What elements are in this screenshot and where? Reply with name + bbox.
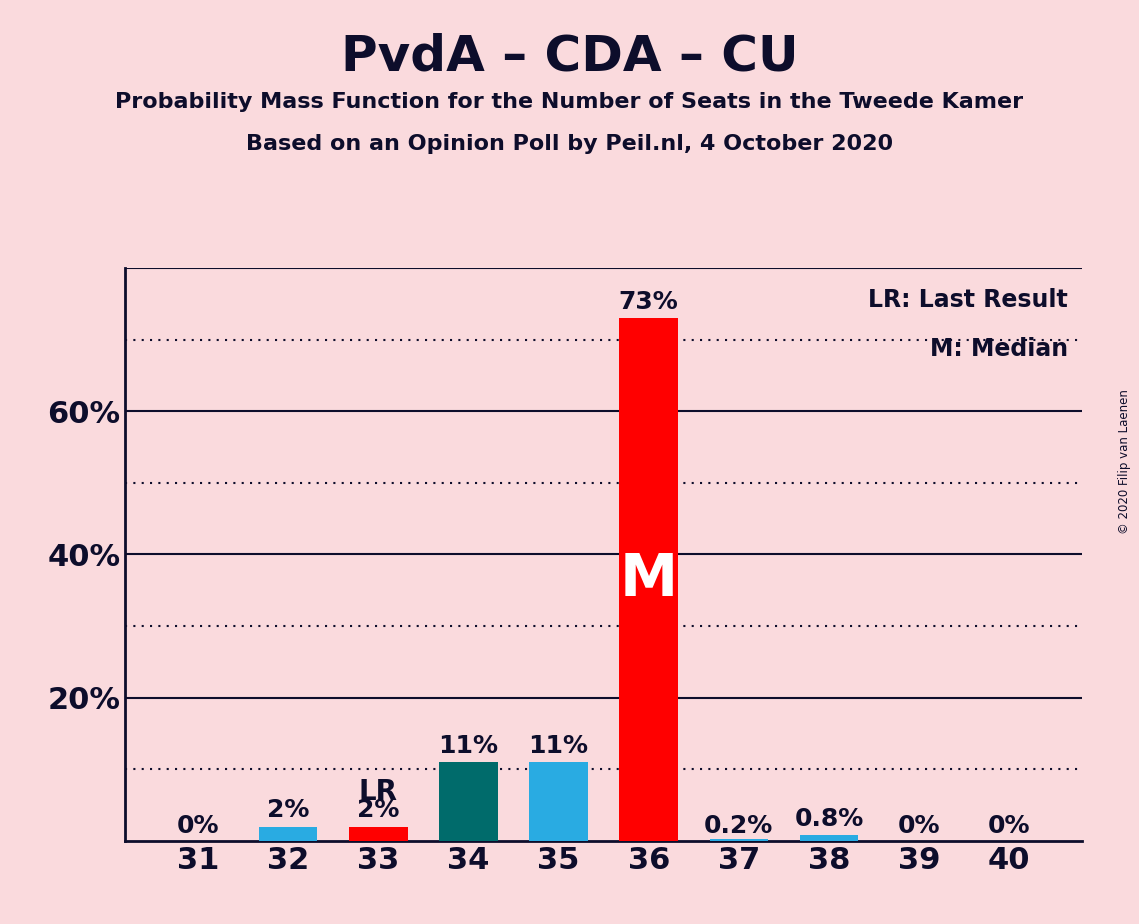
Text: 0%: 0% <box>988 814 1031 838</box>
Text: PvdA – CDA – CU: PvdA – CDA – CU <box>341 32 798 80</box>
Bar <box>440 762 498 841</box>
Text: M: M <box>620 551 678 608</box>
Text: LR: Last Result: LR: Last Result <box>868 288 1067 312</box>
Text: 0.8%: 0.8% <box>794 807 863 831</box>
Text: LR: LR <box>359 778 398 807</box>
Text: 0%: 0% <box>177 814 220 838</box>
Text: 0%: 0% <box>898 814 941 838</box>
Text: 2%: 2% <box>267 798 310 822</box>
Text: 11%: 11% <box>439 734 499 758</box>
Bar <box>530 762 588 841</box>
Bar <box>710 839 768 841</box>
Text: 2%: 2% <box>358 798 400 822</box>
Bar <box>259 826 318 841</box>
Text: © 2020 Filip van Laenen: © 2020 Filip van Laenen <box>1118 390 1131 534</box>
Text: 11%: 11% <box>528 734 589 758</box>
Text: 73%: 73% <box>618 290 679 314</box>
Bar <box>620 318 678 841</box>
Bar <box>800 835 859 841</box>
Text: 0.2%: 0.2% <box>704 814 773 838</box>
Bar <box>349 826 408 841</box>
Text: M: Median: M: Median <box>929 336 1067 360</box>
Text: Probability Mass Function for the Number of Seats in the Tweede Kamer: Probability Mass Function for the Number… <box>115 92 1024 113</box>
Text: Based on an Opinion Poll by Peil.nl, 4 October 2020: Based on an Opinion Poll by Peil.nl, 4 O… <box>246 134 893 154</box>
